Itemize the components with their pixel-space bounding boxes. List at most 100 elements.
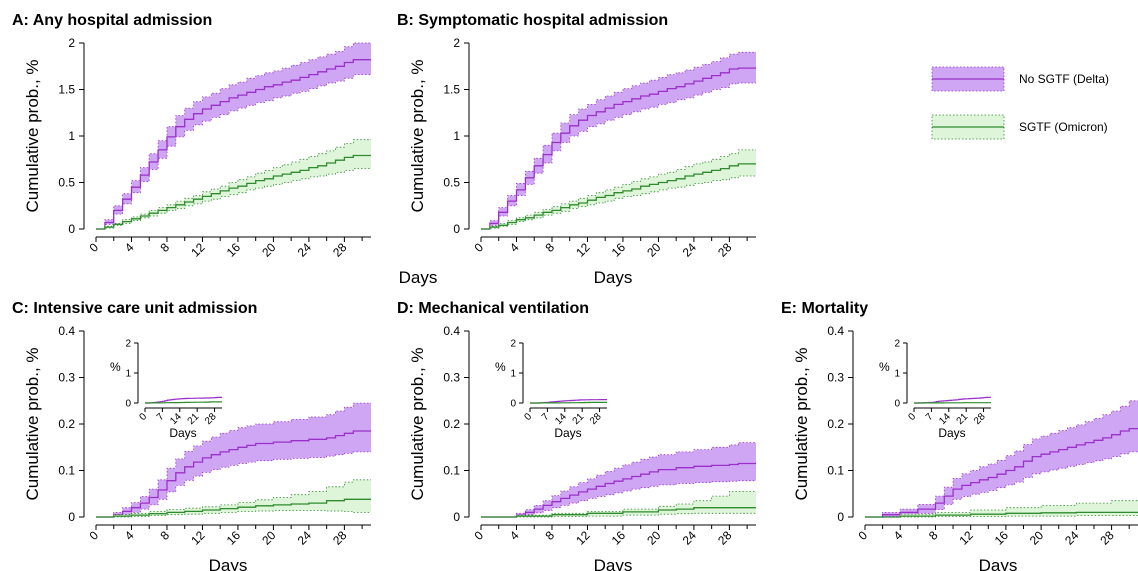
panel-a-y-tick-label: 0 [68, 222, 75, 236]
panel-e-y-tick-label: 0.2 [827, 417, 844, 431]
panel-d-inset-x-tick-label: 7 [540, 411, 552, 423]
panel-a-y-tick-label: 1 [68, 129, 75, 143]
panel-c-inset-x-tick-label: 0 [137, 411, 149, 423]
panel-c-inset-x-tick-label: 7 [155, 411, 167, 423]
panel-e-inset-x-tick-label: 7 [924, 411, 936, 423]
panel-c-y-tick-label: 0 [68, 510, 75, 524]
panel-d-title: D: Mechanical ventilation [397, 300, 589, 317]
panel-c-x-tick-label: 24 [295, 528, 315, 548]
panel-e-inset-y-label: % [879, 360, 890, 374]
panel-e-x-tick-label: 4 [891, 528, 906, 543]
panel-e-y-tick-label: 0.4 [827, 324, 844, 338]
panel-e-x-tick-label: 0 [855, 528, 870, 543]
panel-d-inset-x-tick-label: 0 [522, 411, 534, 423]
panel-c-inset-y-label: % [110, 360, 121, 374]
panel-b-title: B: Symptomatic hospital admission [397, 12, 668, 29]
panel-e-inset-x-tick-label: 28 [972, 411, 988, 427]
panel-d-x-tick-label: 28 [715, 528, 735, 548]
panel-d-x-tick-label: 16 [609, 528, 629, 548]
panel-b-x-tick-label: 16 [609, 240, 629, 260]
panel-e-delta-line [865, 427, 1138, 518]
panel-d-omicron-ci-band [481, 491, 756, 517]
panel-e-x-tick-label: 16 [992, 528, 1012, 548]
panel-c-inset-x-tick-label: 14 [168, 411, 184, 427]
panel-d-inset-y-tick-label: 0 [510, 399, 516, 410]
panel-d-inset-y-label: % [495, 360, 506, 374]
panel-d-inset-y-tick-label: 2 [510, 339, 516, 350]
panel-e-delta-ci-band [865, 400, 1138, 517]
panel-d-x-tick-label: 12 [573, 528, 593, 548]
panel-e-x-tick-label: 8 [926, 528, 941, 543]
panel-a-omicron-ci-upper [96, 139, 371, 230]
panel-b-delta-ci-upper [481, 51, 756, 230]
panel-e-y-tick-label: 0 [837, 510, 844, 524]
panel-a-x-tick-label: 24 [295, 240, 315, 260]
panel-a-y-tick-label: 2 [68, 36, 75, 50]
panel-e-x-label: Days [979, 556, 1018, 571]
panel-d-inset-x-tick-label: 28 [588, 411, 604, 427]
panel-a-x-tick-label: 12 [188, 240, 208, 260]
panel-d-omicron-line [481, 507, 756, 518]
panel-a-x-tick-label: 4 [122, 240, 137, 255]
panel-c-delta-line [96, 430, 371, 518]
panel-b-delta-ci-lower [481, 82, 756, 230]
panel-d-y-tick-label: 0.1 [443, 464, 460, 478]
panel-c-delta-ci-lower [96, 451, 371, 518]
panel-e-title: E: Mortality [781, 300, 868, 317]
panel-a-y-label: Cumulative prob., % [23, 59, 42, 212]
panel-c-y-label: Cumulative prob., % [23, 347, 42, 500]
panel-a-delta-line [96, 59, 371, 230]
panel-c-inset-x-tick-label: 21 [186, 411, 202, 427]
panel-d-y-tick-label: 0 [453, 510, 460, 524]
panel-b-x-tick-label: 8 [542, 240, 557, 255]
panel-b-y-tick-label: 0 [453, 222, 460, 236]
panel-d-x-tick-label: 20 [644, 528, 664, 548]
panel-d-omicron-ci-upper [481, 490, 756, 518]
panel-b-delta-ci-band [481, 52, 756, 229]
panel-d-delta-ci-lower [481, 480, 756, 518]
panel-c-y-tick-label: 0.3 [58, 371, 75, 385]
panel-b-x-tick-label: 20 [644, 240, 664, 260]
panel-c-inset-y-tick-label: 0 [125, 399, 131, 410]
panel-c-delta-ci-band [96, 403, 371, 517]
panel-e-inset-x-tick-label: 14 [937, 411, 953, 427]
panel-b-x-tick-label: 12 [573, 240, 593, 260]
panel-c-x-tick-label: 20 [259, 528, 279, 548]
panel-c-omicron-ci-upper [96, 479, 371, 518]
panel-a-omicron-line [96, 154, 371, 230]
panel-e-delta-ci-upper [865, 400, 1138, 518]
legend-item-delta: No SGTF (Delta) [931, 66, 1109, 92]
panel-e-omicron-ci-lower [865, 515, 1138, 518]
panel-e-y-tick-label: 0.3 [827, 371, 844, 385]
panel-a-x-tick-label: 0 [86, 240, 101, 255]
panel-e-y-label: Cumulative prob., % [792, 347, 811, 500]
panel-d-y-label: Cumulative prob., % [408, 347, 427, 500]
panel-d-y-tick-label: 0.4 [443, 324, 460, 338]
panel-b-x-label: Days [594, 268, 633, 287]
panel-a-x-tick-label: 8 [157, 240, 172, 255]
panel-c: C: Intensive care unit admission 0 0.1 0.2 0… [12, 300, 371, 571]
panel-b-omicron-line [481, 163, 756, 230]
panel-a-delta-ci-band [96, 43, 371, 229]
panel-a-title: A: Any hospital admission [12, 12, 212, 29]
panel-c-inset-delta-line [145, 396, 222, 404]
panel-b: B: Symptomatic hospital admission 0 0.5 1 1.… [397, 12, 756, 287]
panel-a-delta-ci-upper [96, 42, 371, 230]
panel-e-x-tick-label: 20 [1027, 528, 1047, 548]
panel-e-inset-y-tick-label: 2 [894, 339, 900, 350]
panel-b-x-tick-label: 28 [715, 240, 735, 260]
legend-label: No SGTF (Delta) [1019, 72, 1109, 86]
panel-b-y-tick-label: 2 [453, 36, 460, 50]
panel-a-y-tick-label: 0.5 [58, 176, 75, 190]
panel-d-x-tick-label: 0 [471, 528, 486, 543]
panel-c-omicron-line [96, 498, 371, 518]
panel-e-delta-ci-lower [865, 451, 1138, 518]
panel-e-inset-x-tick-label: 0 [906, 411, 918, 423]
panel-b-x-tick-label: 4 [507, 240, 522, 255]
panel-c-y-tick-label: 0.4 [58, 324, 75, 338]
panel-c-x-tick-label: 4 [122, 528, 137, 543]
